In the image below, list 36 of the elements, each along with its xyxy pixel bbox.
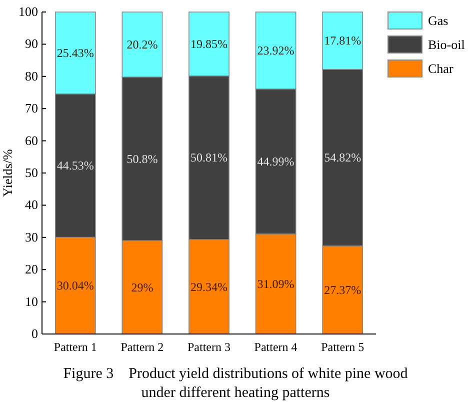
y-tick-label: 20 (25, 262, 38, 277)
data-label: 30.04% (56, 278, 94, 293)
legend-label: Gas (428, 13, 448, 28)
data-label: 50.81% (190, 150, 228, 165)
y-tick-label: 0 (32, 326, 38, 341)
data-label: 19.85% (190, 36, 228, 51)
x-tick-label: Pattern 2 (120, 340, 164, 354)
y-tick-label: 100 (18, 4, 38, 19)
y-tick-label: 60 (25, 132, 38, 148)
text: Figure 3 Product yield distributions of white pine wood under different heating patterns (63, 366, 408, 401)
data-label: 25.43% (56, 46, 94, 60)
y-axis-title: Yields/% (0, 149, 15, 197)
y-tick-label: 70 (25, 100, 38, 116)
y-tick-label: 50 (25, 165, 38, 180)
y-tick-label: 30 (25, 229, 38, 244)
legend-label: Bio-oil (428, 37, 466, 52)
legend-label: Char (428, 61, 454, 76)
y-tick-label: 40 (25, 197, 38, 212)
y-tick-label: 90 (25, 36, 38, 52)
data-label: 27.37% (324, 282, 362, 297)
data-label: 29% (131, 280, 154, 294)
data-label: 44.53% (56, 158, 94, 173)
x-tick-label: Pattern 5 (321, 340, 364, 354)
data-label: 29.34% (190, 280, 228, 294)
x-tick-label: Pattern 1 (54, 340, 97, 354)
data-label: 54.82% (324, 150, 362, 165)
data-label: 50.8% (126, 152, 158, 166)
data-label: 23.92% (257, 44, 294, 58)
x-tick-label: Pattern 4 (254, 340, 298, 354)
data-label: 44.99% (257, 154, 294, 168)
x-tick-label: Pattern 3 (188, 340, 230, 354)
data-label: 17.81% (324, 34, 362, 48)
data-label: 20.2% (126, 38, 158, 52)
data-label: 31.09% (257, 276, 294, 291)
y-tick-label: 80 (25, 68, 38, 84)
y-tick-label: 10 (25, 294, 38, 309)
